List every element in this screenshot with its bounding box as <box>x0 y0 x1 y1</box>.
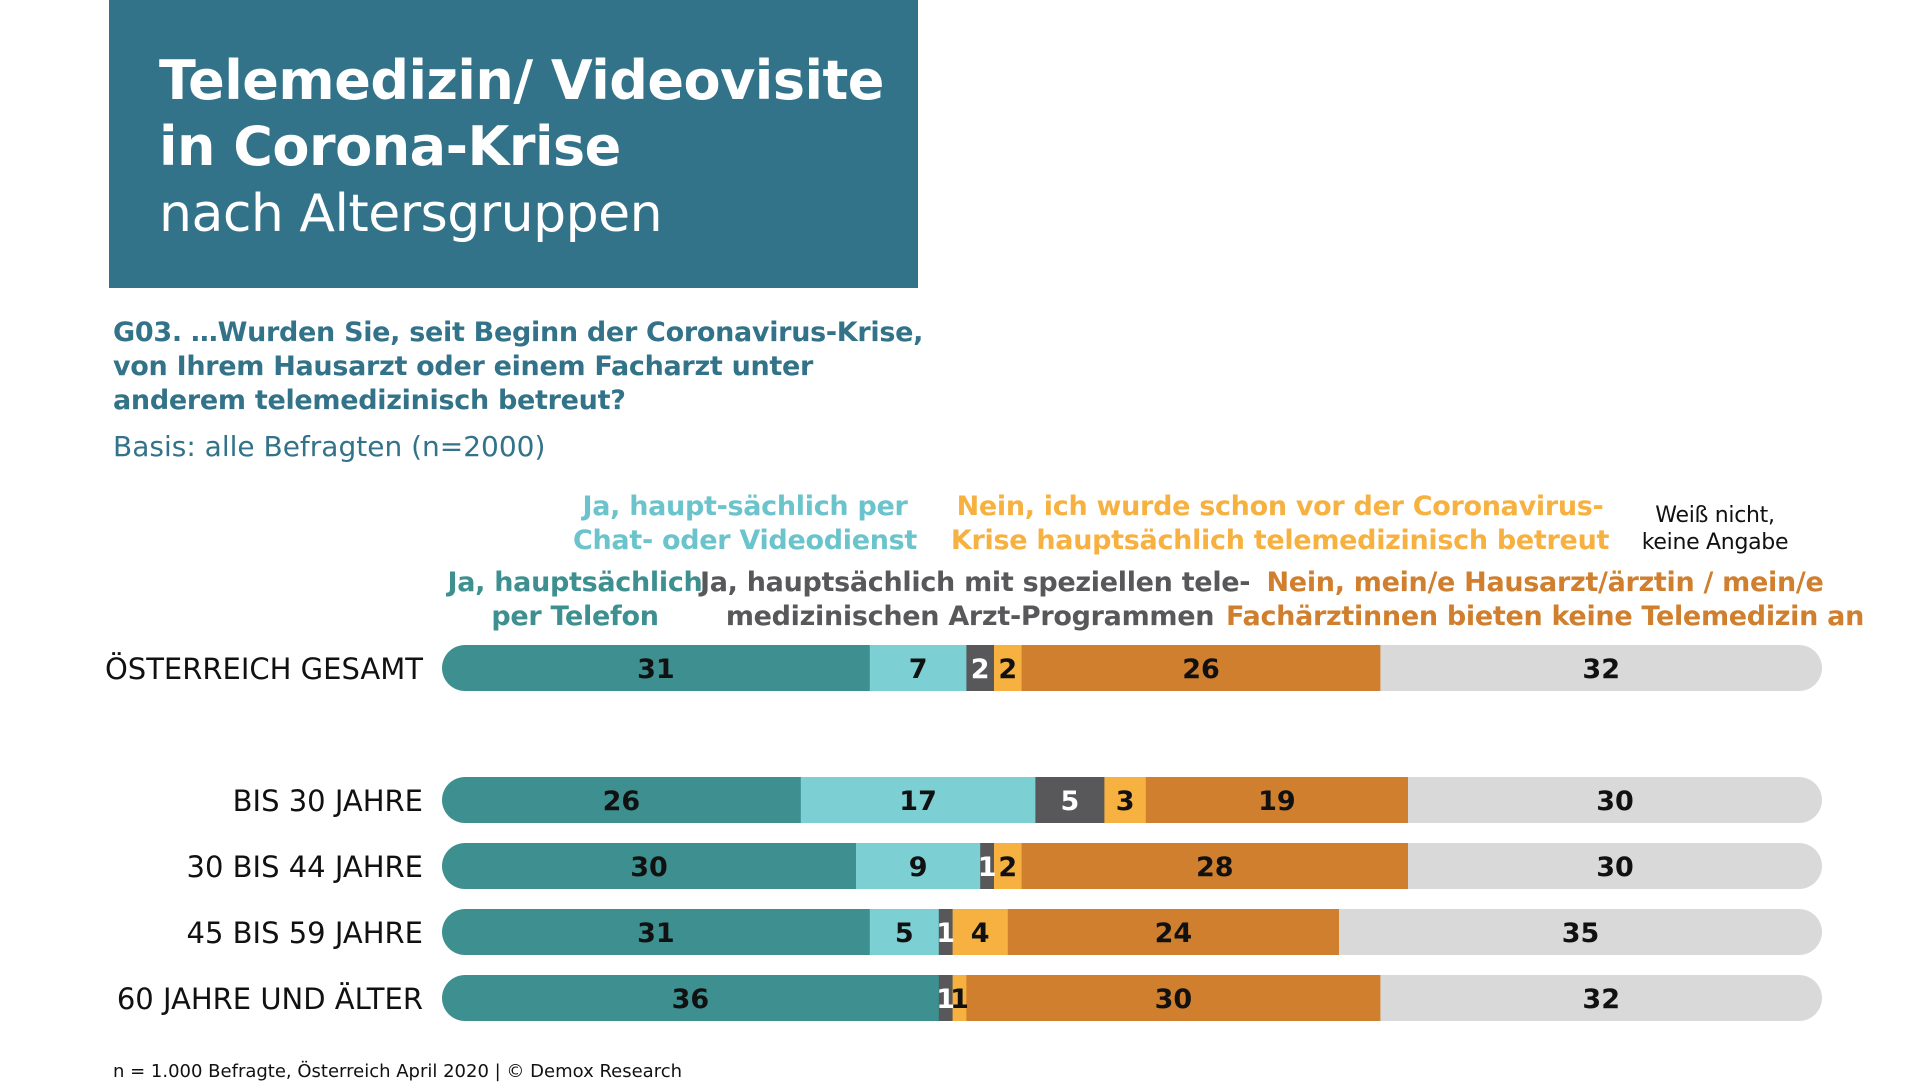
bar-value-label: 35 <box>1562 918 1600 949</box>
bar-segment-weiss_nicht <box>1408 777 1822 823</box>
bar-segment-vorher <box>994 645 1023 691</box>
legend-weiss-nicht-line-1: Weiß nicht, <box>1655 503 1775 528</box>
bar-value-label: 1 <box>978 852 997 883</box>
bar-segment-weiss_nicht <box>1380 975 1822 1021</box>
bar-segment-chat <box>869 645 967 691</box>
bar-row <box>442 975 1822 1021</box>
bar-value-label: 30 <box>1596 852 1634 883</box>
legend-kein-angebot-line-1: Nein, mein/e Hausarzt/ärztin / mein/e <box>1266 567 1824 598</box>
bar-value-label: 2 <box>998 654 1017 685</box>
title-line-2: in Corona-Krise <box>159 115 621 178</box>
subtitle: nach Altersgruppen <box>159 184 663 244</box>
bar-value-label: 28 <box>1196 852 1234 883</box>
bar-segment-kein_angebot <box>1145 777 1409 823</box>
bar-segment-weiss_nicht <box>1380 645 1822 691</box>
question-line-2: von Ihrem Hausarzt oder einem Facharzt u… <box>113 351 814 382</box>
legend-telefon-line-1: Ja, hauptsächlich <box>447 567 703 598</box>
bar-value-label: 30 <box>1596 786 1634 817</box>
bar-value-label: 1 <box>950 984 969 1015</box>
bar-segment-vorher <box>952 975 967 1021</box>
bar-value-label: 31 <box>637 918 675 949</box>
bar-segment-telefon <box>442 777 802 823</box>
bar-value-label: 19 <box>1258 786 1296 817</box>
legend-vorher-line-1: Nein, ich wurde schon vor der Coronaviru… <box>956 491 1604 522</box>
bar-segment-vorher <box>994 843 1023 889</box>
bar-segment-vorher <box>952 909 1009 955</box>
bar-segment-telefon <box>442 645 871 691</box>
bar-value-label: 4 <box>971 918 990 949</box>
bar-value-label: 5 <box>895 918 914 949</box>
question-line-1: G03. …Wurden Sie, seit Beginn der Corona… <box>113 317 924 348</box>
bar-segment-kein_angebot <box>966 975 1381 1021</box>
legend-programme: Ja, hauptsächlich mit speziellen tele- m… <box>700 566 1251 634</box>
bar-value-label: 7 <box>909 654 928 685</box>
bar-value-label: 32 <box>1582 654 1620 685</box>
question-line-3: anderem telemedizinisch betreut? <box>113 385 626 416</box>
bar-value-label: 26 <box>1182 654 1220 685</box>
bar-segment-programme <box>938 909 954 955</box>
row-label-bis-30: BIS 30 JAHRE <box>232 784 423 818</box>
legend-chat: Ja, haupt-sächlich per Chat- oder Videod… <box>555 490 935 558</box>
bar-segment-kein_angebot <box>1021 843 1409 889</box>
title-line-1: Telemedizin/ Videovisite <box>159 49 884 112</box>
row-label-30-44: 30 BIS 44 JAHRE <box>186 850 423 884</box>
bar-row <box>442 645 1822 691</box>
bar-segment-telefon <box>442 909 871 955</box>
basis-text: Basis: alle Befragten (n=2000) <box>113 430 546 463</box>
bar-value-label: 30 <box>1155 984 1193 1015</box>
bar-value-label: 17 <box>899 786 937 817</box>
bar-segment-chat <box>869 909 940 955</box>
question-text: G03. …Wurden Sie, seit Beginn der Corona… <box>113 316 973 418</box>
bar-segment-kein_angebot <box>1021 645 1381 691</box>
legend-weiss-nicht-line-2: keine Angabe <box>1641 530 1789 555</box>
bar-segment-programme <box>938 975 954 1021</box>
legend-programme-line-2: medizinischen Arzt-Programmen <box>725 601 1215 632</box>
bar-value-label: 3 <box>1116 786 1135 817</box>
legend-programme-line-1: Ja, hauptsächlich mit speziellen tele- <box>700 567 1251 598</box>
bar-value-label: 2 <box>971 654 990 685</box>
legend-chat-line-2: Chat- oder Videodienst <box>572 525 918 556</box>
legend-kein-angebot-line-2: Fachärztinnen bieten keine Telemedizin a… <box>1225 601 1865 632</box>
legend-weiss-nicht: Weiß nicht, keine Angabe <box>1600 502 1830 556</box>
bar-segment-telefon <box>442 975 940 1021</box>
bar-value-label: 30 <box>630 852 668 883</box>
bar-row <box>442 843 1822 889</box>
legend-vorher-line-2: Krise hauptsächlich telemedizinisch betr… <box>950 525 1610 556</box>
bar-value-label: 24 <box>1155 918 1193 949</box>
row-label-45-59: 45 BIS 59 JAHRE <box>186 916 423 950</box>
bar-row <box>442 777 1822 823</box>
bar-value-label: 1 <box>936 984 955 1015</box>
bar-segment-chat <box>800 777 1036 823</box>
bar-value-label: 5 <box>1061 786 1080 817</box>
bar-segment-weiss_nicht <box>1339 909 1822 955</box>
bar-segment-kein_angebot <box>1007 909 1340 955</box>
bar-segment-chat <box>856 843 981 889</box>
legend-chat-line-1: Ja, haupt-sächlich per <box>582 491 908 522</box>
legend-vorher: Nein, ich wurde schon vor der Coronaviru… <box>950 490 1610 558</box>
legend-kein-angebot: Nein, mein/e Hausarzt/ärztin / mein/e Fa… <box>1225 566 1865 634</box>
bar-value-label: 1 <box>936 918 955 949</box>
bar-segment-programme <box>1035 777 1105 823</box>
bar-value-label: 32 <box>1582 984 1620 1015</box>
bar-segment-weiss_nicht <box>1408 843 1822 889</box>
legend-telefon: Ja, hauptsächlich per Telefon <box>440 566 710 634</box>
bar-value-label: 2 <box>998 852 1017 883</box>
bar-segment-programme <box>980 843 995 889</box>
title-box: Telemedizin/ Videovisite in Corona-Krise… <box>109 0 918 288</box>
bar-value-label: 9 <box>909 852 928 883</box>
legend-telefon-line-2: per Telefon <box>491 601 659 632</box>
bar-segment-telefon <box>442 843 857 889</box>
footer-source: n = 1.000 Befragte, Österreich April 202… <box>113 1061 683 1082</box>
bar-value-label: 26 <box>603 786 641 817</box>
bar-segment-programme <box>966 645 995 691</box>
bar-row <box>442 909 1822 955</box>
row-label-60-plus: 60 JAHRE UND ÄLTER <box>116 982 423 1016</box>
row-label-gesamt: ÖSTERREICH GESAMT <box>104 652 423 686</box>
bar-value-label: 36 <box>672 984 710 1015</box>
bar-segment-vorher <box>1104 777 1147 823</box>
bar-value-label: 31 <box>637 654 675 685</box>
